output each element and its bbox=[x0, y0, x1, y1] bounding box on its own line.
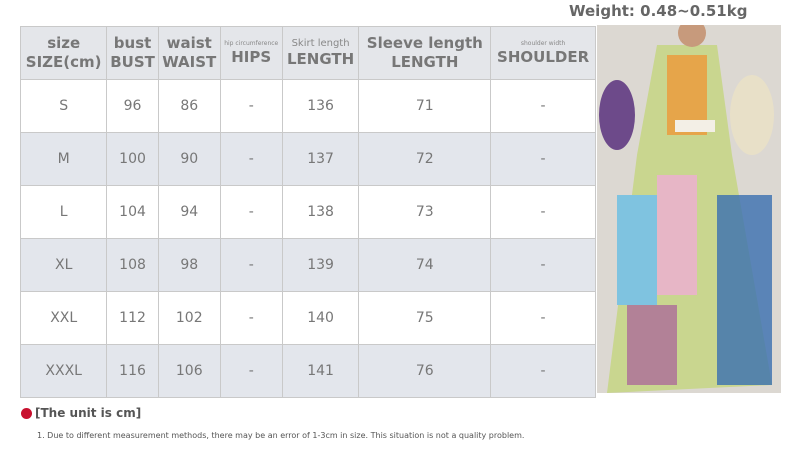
table-row: XXL 112 102-140 75- bbox=[19, 291, 596, 345]
table-cell: 73 bbox=[358, 185, 492, 239]
unit-note: [The unit is cm] bbox=[21, 406, 141, 420]
table-cell: 98 bbox=[157, 238, 221, 292]
table-cell: 136 bbox=[281, 79, 360, 133]
table-cell: 100 bbox=[106, 132, 159, 186]
table-cell: 141 bbox=[281, 344, 360, 398]
table-cell: 72 bbox=[358, 132, 492, 186]
header-hips: hip circumference HIPS bbox=[219, 26, 283, 80]
table-cell: 112 bbox=[106, 291, 159, 345]
header-size: size SIZE(cm) bbox=[19, 26, 108, 80]
table-cell: XL bbox=[19, 238, 108, 292]
table-cell: 140 bbox=[281, 291, 360, 345]
table-row: XL 108 98-139 74- bbox=[19, 238, 596, 292]
table-row: XXXL 116 106-141 76- bbox=[19, 344, 596, 398]
weight-label: Weight: 0.48~0.51kg bbox=[569, 2, 748, 20]
table-cell: 137 bbox=[281, 132, 360, 186]
table-cell: 102 bbox=[157, 291, 221, 345]
table-cell: 138 bbox=[281, 185, 360, 239]
table-cell: XXL bbox=[19, 291, 108, 345]
table-cell: - bbox=[219, 79, 283, 133]
header-skirt-length: Skirt length LENGTH bbox=[281, 26, 360, 80]
table-cell: - bbox=[490, 238, 596, 292]
table-row: L 104 94-138 73- bbox=[19, 185, 596, 239]
table-cell: - bbox=[490, 185, 596, 239]
table-cell: 116 bbox=[106, 344, 159, 398]
table-row: S 96 86-136 71- bbox=[19, 79, 596, 133]
table-cell: S bbox=[19, 79, 108, 133]
table-cell: - bbox=[219, 344, 283, 398]
measurement-note: 1. Due to different measurement methods,… bbox=[37, 431, 525, 440]
table-cell: 104 bbox=[106, 185, 159, 239]
bullet-icon bbox=[21, 407, 32, 419]
table-cell: 96 bbox=[106, 79, 159, 133]
size-chart-table: size SIZE(cm) bust BUST waist WAIST hip cir… bbox=[19, 26, 596, 398]
product-photo bbox=[597, 25, 781, 393]
table-cell: 139 bbox=[281, 238, 360, 292]
table-cell: - bbox=[490, 291, 596, 345]
table-cell: 74 bbox=[358, 238, 492, 292]
table-cell: M bbox=[19, 132, 108, 186]
table-cell: 71 bbox=[358, 79, 492, 133]
table-cell: 94 bbox=[157, 185, 221, 239]
table-cell: 86 bbox=[157, 79, 221, 133]
table-cell: 75 bbox=[358, 291, 492, 345]
table-cell: L bbox=[19, 185, 108, 239]
table-cell: 106 bbox=[157, 344, 221, 398]
table-cell: - bbox=[490, 344, 596, 398]
table-cell: 108 bbox=[106, 238, 159, 292]
table-row: M 100 90-137 72- bbox=[19, 132, 596, 186]
header-row: size SIZE(cm) bust BUST waist WAIST hip cir… bbox=[19, 26, 596, 80]
table-cell: XXXL bbox=[19, 344, 108, 398]
table-cell: - bbox=[219, 291, 283, 345]
header-sleeve-length: Sleeve length LENGTH bbox=[358, 26, 492, 80]
header-bust: bust BUST bbox=[106, 26, 159, 80]
header-shoulder: shoulder width SHOULDER bbox=[490, 26, 596, 80]
header-waist: waist WAIST bbox=[157, 26, 221, 80]
table-cell: - bbox=[490, 132, 596, 186]
table-cell: - bbox=[219, 185, 283, 239]
table-cell: 90 bbox=[157, 132, 221, 186]
table-cell: 76 bbox=[358, 344, 492, 398]
table-cell: - bbox=[219, 132, 283, 186]
table-cell: - bbox=[219, 238, 283, 292]
table-cell: - bbox=[490, 79, 596, 133]
